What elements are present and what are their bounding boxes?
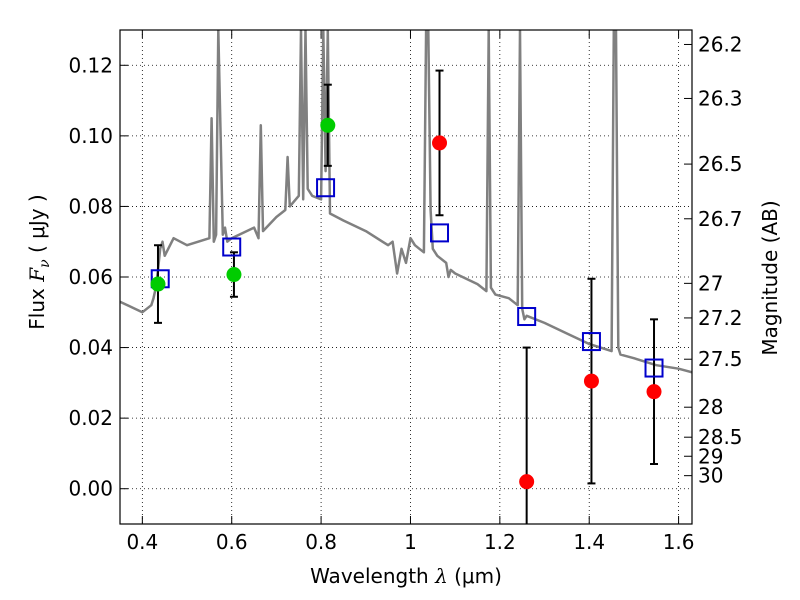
constraint-marker [583,373,599,389]
detection-marker [150,276,166,292]
y2-tick-label: 26.5 [698,152,743,176]
x-axis-title: Wavelength λ (μm) [310,564,502,588]
x-tick-label: 0.6 [216,530,248,554]
y2-axis-title: Magnitude (AB) [758,200,782,355]
model-photometry-marker [644,358,664,378]
model-photometry-marker [430,223,450,243]
y-tick-label: 0.06 [68,265,113,289]
y-axis-title: Flux Fν ( μJy ) [25,194,53,329]
constraint-marker [432,135,448,151]
y2-tick-label: 26.3 [698,86,743,110]
grid-lines [120,30,692,524]
x-tick-label: 0.4 [126,530,158,554]
x-tick-label: 1.2 [484,530,516,554]
constraint-marker [519,474,535,490]
detection-marker [320,117,336,133]
x-tick-label: 1.4 [573,530,605,554]
y-tick-label: 0.04 [68,336,113,360]
y-tick-label: 0.12 [68,53,113,77]
plot-area [120,30,692,524]
x-tick-label: 1.6 [663,530,695,554]
detection-marker [226,267,242,283]
constraint-marker [646,384,662,400]
model-photometry-marker [517,307,537,327]
y2-tick-label: 28 [698,395,723,419]
y2-tick-label: 29 [698,444,723,468]
x-tick-label: 1 [404,530,417,554]
plot-frame [119,29,693,525]
y2-tick-label: 27 [698,271,723,295]
model-photometry-marker [581,332,601,352]
y2-tick-label: 27.5 [698,347,743,371]
axis-ticks: 0.4 0.6 0.8 1 1.2 1.4 1.6 0.00 0.02 0.04 0.06 0.08 0… [68,30,743,554]
y2-tick-label: 27.2 [698,306,743,330]
spectrum-line [120,30,692,374]
y-tick-label: 0.08 [68,194,113,218]
y2-tick-label: 26.2 [698,32,743,56]
y2-tick-label: 28.5 [698,425,743,449]
y-tick-label: 0.10 [68,124,113,148]
model-photometry-marker [222,237,242,257]
y-tick-label: 0.00 [68,477,113,501]
y2-tick-label: 26.7 [698,207,743,231]
x-tick-label: 0.8 [305,530,337,554]
model-photometry-marker [316,178,336,198]
y-tick-label: 0.02 [68,406,113,430]
y2-tick-label: 30 [698,464,723,488]
